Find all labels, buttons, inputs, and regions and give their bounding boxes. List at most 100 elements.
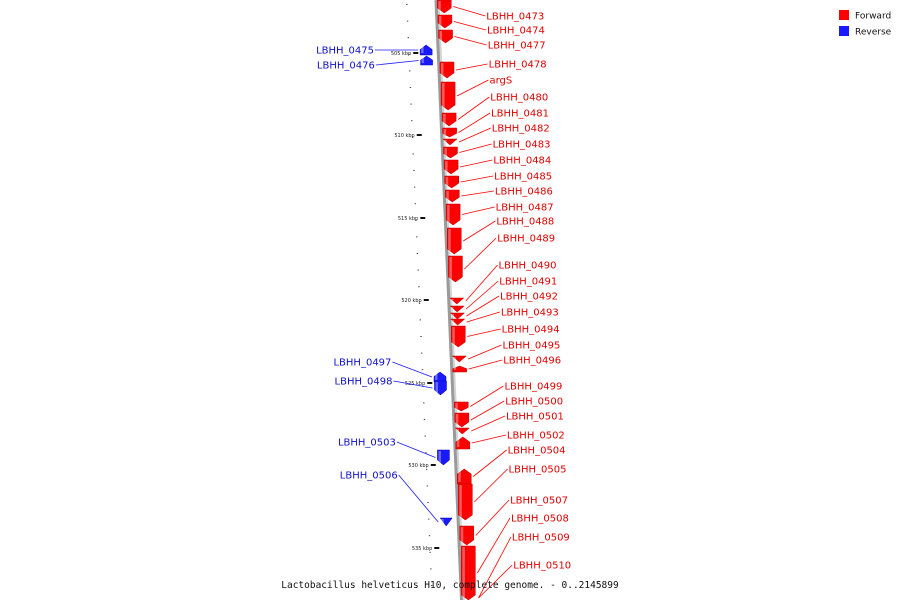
gene-arrow[interactable] (441, 112, 457, 127)
gene-label[interactable]: LBHH_0475 (316, 46, 374, 57)
gene-label[interactable]: LBHH_0499 (504, 382, 562, 393)
gene-arrow[interactable] (443, 146, 458, 159)
gene-arrow[interactable] (459, 525, 475, 546)
gene-lbhh-0509[interactable]: LBHH_0509 (478, 533, 570, 599)
gene-lbhh-0483[interactable]: LBHH_0483 (443, 140, 551, 159)
gene-lbhh-0486[interactable]: LBHH_0486 (445, 187, 553, 203)
gene-label[interactable]: LBHH_0481 (491, 109, 549, 120)
gene-label[interactable]: LBHH_0489 (497, 234, 555, 245)
gene-label[interactable]: LBHH_0509 (512, 533, 570, 544)
gene-label[interactable]: LBHH_0508 (511, 514, 569, 525)
gene-arrow[interactable] (455, 436, 471, 450)
gene-lbhh-0499[interactable]: LBHH_0499 (454, 382, 562, 412)
gene-arrow[interactable] (419, 44, 433, 56)
gene-label[interactable]: LBHH_0504 (508, 446, 566, 457)
gene-lbhh-0484[interactable]: LBHH_0484 (443, 156, 551, 175)
gene-label[interactable]: LBHH_0484 (493, 156, 551, 167)
gene-label[interactable]: LBHH_0474 (487, 26, 545, 37)
gene-arrow[interactable] (440, 81, 456, 111)
gene-lbhh-0492[interactable]: LBHH_0492 (449, 292, 558, 320)
gene-lbhh-0477[interactable]: LBHH_0477 (438, 29, 546, 52)
gene-label[interactable]: LBHH_0473 (486, 12, 544, 23)
gene-label[interactable]: LBHH_0490 (499, 261, 557, 272)
gene-arrow[interactable] (452, 365, 467, 373)
gene-arrow[interactable] (451, 355, 467, 363)
gene-arrow[interactable] (449, 297, 465, 305)
gene-arrow[interactable] (439, 61, 455, 79)
gene-arrow[interactable] (420, 55, 433, 66)
gene-lbhh-0500[interactable]: LBHH_0500 (454, 397, 563, 428)
gene-label[interactable]: LBHH_0477 (488, 41, 546, 52)
gene-lbhh-0473[interactable]: LBHH_0473 (437, 0, 544, 23)
gene-label[interactable]: LBHH_0502 (507, 431, 565, 442)
gene-lbhh-0490[interactable]: LBHH_0490 (449, 261, 557, 305)
gene-arrow[interactable] (444, 175, 459, 189)
gene-label[interactable]: LBHH_0501 (506, 412, 564, 423)
gene-label[interactable]: LBHH_0503 (338, 438, 396, 449)
gene-lbhh-0485[interactable]: LBHH_0485 (444, 172, 552, 189)
gene-arrow[interactable] (445, 203, 461, 226)
gene-label[interactable]: LBHH_0491 (499, 277, 557, 288)
gene-arrow[interactable] (450, 318, 466, 326)
gene-arrow[interactable] (442, 127, 457, 138)
gene-arrow[interactable] (446, 227, 462, 255)
gene-lbhh-0480[interactable]: LBHH_0480 (441, 93, 548, 127)
gene-lbhh-0501[interactable]: LBHH_0501 (454, 412, 564, 435)
gene-lbhh-0478[interactable]: LBHH_0478 (439, 60, 547, 79)
gene-arrow[interactable] (454, 412, 470, 428)
gene-lbhh-0481[interactable]: LBHH_0481 (442, 109, 549, 138)
gene-label[interactable]: LBHH_0510 (513, 561, 571, 572)
gene-lbhh-0497[interactable]: LBHH_0497 (333, 358, 447, 383)
gene-arrow[interactable] (437, 0, 452, 14)
gene-arrow[interactable] (449, 305, 465, 313)
gene-lbhh-0487[interactable]: LBHH_0487 (445, 203, 554, 226)
gene-label[interactable]: LBHH_0485 (494, 172, 552, 183)
gene-arrow[interactable] (454, 401, 469, 412)
gene-lbhh-0476[interactable]: LBHH_0476 (317, 55, 433, 72)
gene-label[interactable]: LBHH_0497 (333, 358, 391, 369)
gene-arrow[interactable] (438, 29, 453, 44)
gene-label[interactable]: LBHH_0486 (495, 187, 553, 198)
gene-lbhh-0505[interactable]: LBHH_0505 (458, 465, 566, 521)
gene-lbhh-0503[interactable]: LBHH_0503 (338, 438, 450, 466)
gene-label[interactable]: LBHH_0495 (502, 341, 560, 352)
gene-arrow[interactable] (448, 255, 463, 283)
gene-arrow[interactable] (442, 138, 458, 146)
gene-label[interactable]: LBHH_0500 (505, 397, 563, 408)
gene-lbhh-0494[interactable]: LBHH_0494 (451, 325, 560, 348)
gene-label[interactable]: LBHH_0493 (501, 308, 559, 319)
gene-arrow[interactable] (461, 545, 476, 600)
gene-arrow[interactable] (449, 312, 466, 320)
gene-label[interactable]: LBHH_0507 (510, 496, 568, 507)
gene-label[interactable]: LBHH_0476 (317, 61, 375, 72)
gene-label[interactable]: LBHH_0496 (503, 356, 561, 367)
gene-lbhh-0510[interactable]: LBHH_0510 (478, 561, 572, 599)
gene-args[interactable]: argS (440, 76, 512, 111)
gene-lbhh-0493[interactable]: LBHH_0493 (450, 308, 559, 326)
gene-label[interactable]: LBHH_0492 (500, 292, 558, 303)
gene-label[interactable]: LBHH_0505 (509, 465, 567, 476)
gene-arrow[interactable] (439, 517, 453, 527)
gene-arrow[interactable] (458, 483, 473, 521)
gene-arrow[interactable] (445, 189, 460, 203)
gene-label[interactable]: LBHH_0478 (489, 60, 547, 71)
gene-label[interactable]: LBHH_0498 (335, 377, 393, 388)
gene-label[interactable]: LBHH_0506 (340, 471, 398, 482)
gene-arrow[interactable] (443, 159, 459, 175)
gene-lbhh-0495[interactable]: LBHH_0495 (451, 341, 560, 363)
gene-lbhh-0507[interactable]: LBHH_0507 (459, 496, 568, 546)
gene-lbhh-0508[interactable]: LBHH_0508 (461, 514, 569, 600)
gene-lbhh-0498[interactable]: LBHH_0498 (335, 377, 447, 396)
gene-label[interactable]: LBHH_0480 (490, 93, 548, 104)
gene-lbhh-0488[interactable]: LBHH_0488 (446, 217, 554, 255)
gene-label[interactable]: LBHH_0487 (496, 203, 554, 214)
gene-lbhh-0496[interactable]: LBHH_0496 (452, 356, 561, 373)
gene-label[interactable]: argS (489, 76, 512, 87)
gene-arrow[interactable] (437, 449, 450, 466)
gene-label[interactable]: LBHH_0482 (492, 124, 550, 135)
gene-lbhh-0489[interactable]: LBHH_0489 (448, 234, 555, 283)
gene-arrow[interactable] (437, 14, 453, 29)
gene-arrow[interactable] (454, 427, 470, 435)
gene-lbhh-0502[interactable]: LBHH_0502 (455, 431, 565, 450)
gene-lbhh-0475[interactable]: LBHH_0475 (316, 44, 433, 57)
